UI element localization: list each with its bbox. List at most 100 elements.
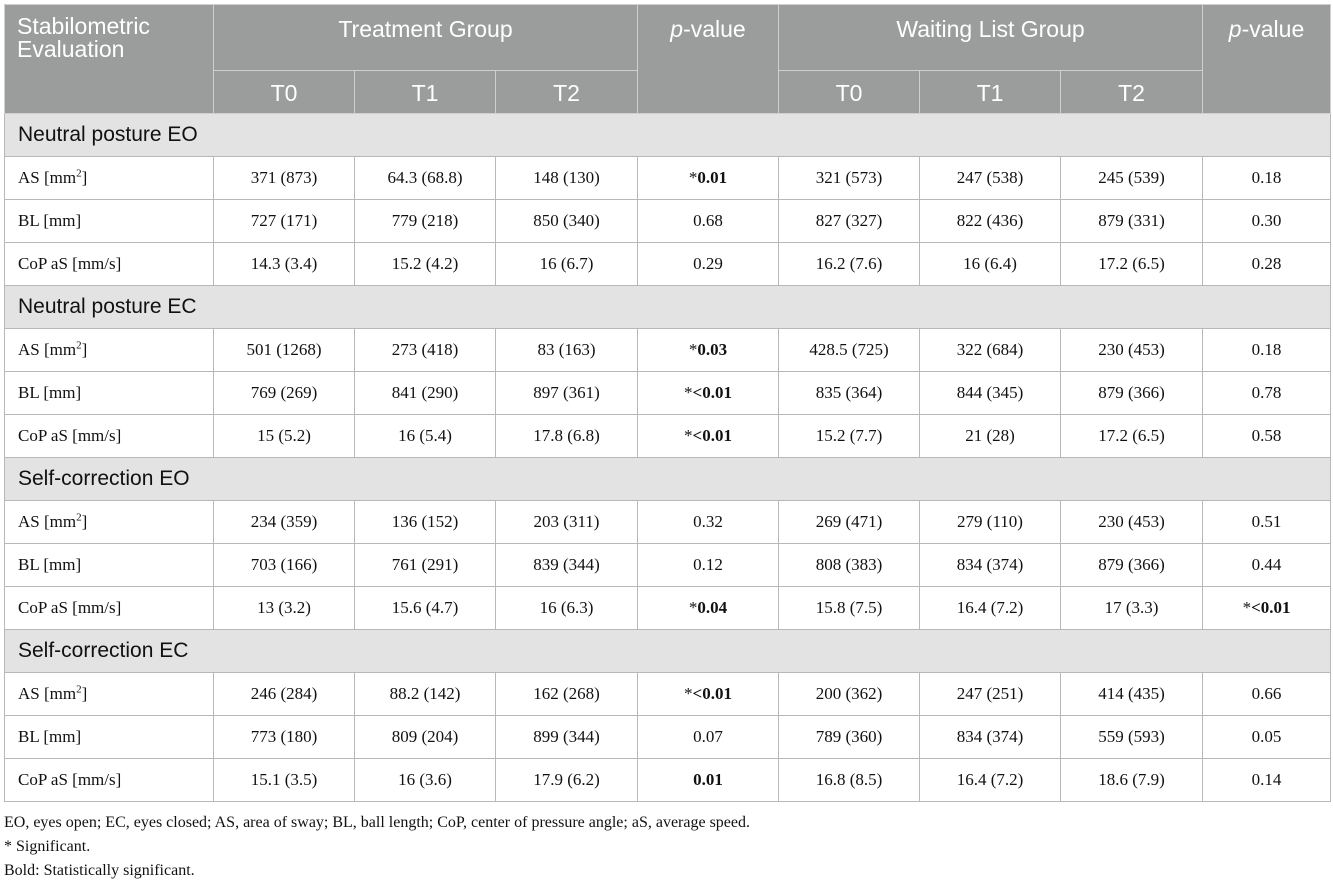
footnote-abbreviations: EO, eyes open; EC, eyes closed; AS, area… (4, 814, 751, 831)
waiting-t1-cell: 247 (538) (919, 156, 1062, 200)
p-value: 0.07 (693, 727, 723, 746)
waiting-t0-cell: 835 (364) (778, 371, 921, 415)
p-value: 0.51 (1251, 512, 1282, 531)
waiting-pvalue-cell: 0.51 (1202, 500, 1332, 544)
treatment-t1-cell: 136 (152) (354, 500, 496, 544)
treatment-pvalue-cell: 0.32 (637, 500, 780, 544)
measure-label-end: ] (81, 340, 88, 359)
header-tg-t2: T2 (494, 70, 639, 114)
waiting-t1-cell: 844 (345) (919, 371, 1062, 415)
significance-star: * (1242, 598, 1252, 617)
waiting-t0-cell: 16.8 (8.5) (778, 758, 921, 802)
table-row: CoP aS [mm/s] 15 (5.2) 16 (5.4) 17.8 (6.8) *… (4, 414, 1332, 458)
p-value: 0.12 (693, 555, 723, 574)
measure-label-text: BL [mm] (18, 727, 82, 746)
p-value: <0.01 (692, 383, 732, 402)
table-body: Neutral posture EO AS [mm2] 371 (873) 64.3 … (3, 113, 1332, 802)
p-value: 0.18 (1251, 340, 1282, 359)
treatment-t2-cell: 899 (344) (494, 715, 639, 759)
waiting-t2-cell: 559 (593) (1060, 715, 1204, 759)
treatment-t0-cell: 371 (873) (213, 156, 355, 200)
table-row: CoP aS [mm/s] 13 (3.2) 15.6 (4.7) 16 (6.3) *… (4, 586, 1332, 630)
treatment-t0-cell: 773 (180) (213, 715, 355, 759)
waiting-t1-cell: 279 (110) (919, 500, 1062, 544)
treatment-t0-cell: 15 (5.2) (213, 414, 355, 458)
measure-label-text: AS [mm (18, 512, 77, 531)
p-value: 0.05 (1251, 727, 1282, 746)
measure-label-text: AS [mm (18, 340, 77, 359)
waiting-t0-cell: 200 (362) (778, 672, 921, 716)
p-value: 0.29 (693, 254, 723, 273)
treatment-t1-cell: 16 (3.6) (354, 758, 496, 802)
p-value: 0.30 (1251, 211, 1282, 230)
waiting-t1-cell: 822 (436) (919, 199, 1062, 243)
waiting-t0-cell: 789 (360) (778, 715, 921, 759)
treatment-t2-cell: 83 (163) (494, 328, 639, 372)
p-value: 0.44 (1251, 555, 1282, 574)
table-header: Stabilometric Evaluation Treatment Group … (4, 4, 1332, 114)
significance-star: * (684, 426, 693, 445)
waiting-t0-cell: 808 (383) (778, 543, 921, 587)
treatment-t1-cell: 15.2 (4.2) (354, 242, 496, 286)
treatment-t1-cell: 809 (204) (354, 715, 496, 759)
significance-star: * (684, 684, 693, 703)
significance-star: * (688, 598, 698, 617)
section-title: Self-correction EO (3, 457, 1332, 501)
waiting-t0-cell: 15.8 (7.5) (778, 586, 921, 630)
table-row: AS [mm2] 371 (873) 64.3 (68.8) 148 (130) *0.… (4, 156, 1332, 200)
waiting-pvalue-cell: 0.58 (1202, 414, 1332, 458)
waiting-t1-cell: 834 (374) (919, 543, 1062, 587)
treatment-t0-cell: 703 (166) (213, 543, 355, 587)
header-stabilometric-evaluation: Stabilometric Evaluation (4, 4, 214, 114)
measure-label-end: ] (81, 512, 88, 531)
waiting-t2-cell: 879 (331) (1060, 199, 1204, 243)
treatment-pvalue-cell: 0.12 (637, 543, 780, 587)
measure-label-text: CoP aS [mm/s] (18, 254, 122, 273)
treatment-t0-cell: 769 (269) (213, 371, 355, 415)
measure-label-superscript: 2 (76, 511, 82, 524)
waiting-pvalue-cell: *<0.01 (1202, 586, 1332, 630)
header-tg-t1: T1 (354, 70, 496, 114)
measure-label: AS [mm2] (4, 672, 214, 716)
section-row: Self-correction EO (3, 457, 1332, 501)
table-row: AS [mm2] 501 (1268) 273 (418) 83 (163) *0.03… (4, 328, 1332, 372)
header-wl-t0: T0 (778, 70, 921, 114)
measure-label: BL [mm] (4, 199, 214, 243)
footnote-significant: * Significant. (4, 838, 91, 855)
treatment-t1-cell: 841 (290) (354, 371, 496, 415)
treatment-t2-cell: 17.8 (6.8) (494, 414, 639, 458)
waiting-t2-cell: 18.6 (7.9) (1060, 758, 1204, 802)
waiting-t2-cell: 245 (539) (1060, 156, 1204, 200)
p-value: 0.78 (1251, 383, 1282, 402)
waiting-t2-cell: 230 (453) (1060, 328, 1204, 372)
section-title: Neutral posture EO (3, 113, 1332, 157)
measure-label-text: BL [mm] (18, 555, 82, 574)
waiting-pvalue-cell: 0.05 (1202, 715, 1332, 759)
p-value: 0.04 (697, 598, 728, 617)
p-value: <0.01 (692, 684, 732, 703)
table-row: BL [mm] 773 (180) 809 (204) 899 (344) 0.07 78… (4, 715, 1332, 759)
waiting-t1-cell: 21 (28) (919, 414, 1062, 458)
treatment-t0-cell: 15.1 (3.5) (213, 758, 355, 802)
measure-label-text: AS [mm (18, 684, 77, 703)
treatment-t2-cell: 148 (130) (494, 156, 639, 200)
treatment-pvalue-cell: *<0.01 (637, 672, 780, 716)
waiting-t1-cell: 16.4 (7.2) (919, 586, 1062, 630)
treatment-t1-cell: 761 (291) (354, 543, 496, 587)
footnotes: EO, eyes open; EC, eyes closed; AS, area… (4, 811, 750, 883)
header-wl-t2: T2 (1060, 70, 1204, 114)
measure-label: CoP aS [mm/s] (4, 414, 214, 458)
header-waiting-list-group: Waiting List Group (778, 4, 1204, 71)
treatment-pvalue-cell: 0.68 (637, 199, 780, 243)
treatment-pvalue-cell: *0.01 (637, 156, 780, 200)
waiting-pvalue-cell: 0.14 (1202, 758, 1332, 802)
table-row: BL [mm] 703 (166) 761 (291) 839 (344) 0.12 80… (4, 543, 1332, 587)
waiting-t1-cell: 16.4 (7.2) (919, 758, 1062, 802)
treatment-pvalue-cell: 0.07 (637, 715, 780, 759)
header-treatment-pvalue: p-value (637, 4, 780, 114)
treatment-pvalue-cell: *0.04 (637, 586, 780, 630)
table-row: CoP aS [mm/s] 14.3 (3.4) 15.2 (4.2) 16 (6.7… (4, 242, 1332, 286)
treatment-pvalue-cell: 0.29 (637, 242, 780, 286)
measure-label: CoP aS [mm/s] (4, 586, 214, 630)
treatment-pvalue-cell: 0.01 (637, 758, 780, 802)
